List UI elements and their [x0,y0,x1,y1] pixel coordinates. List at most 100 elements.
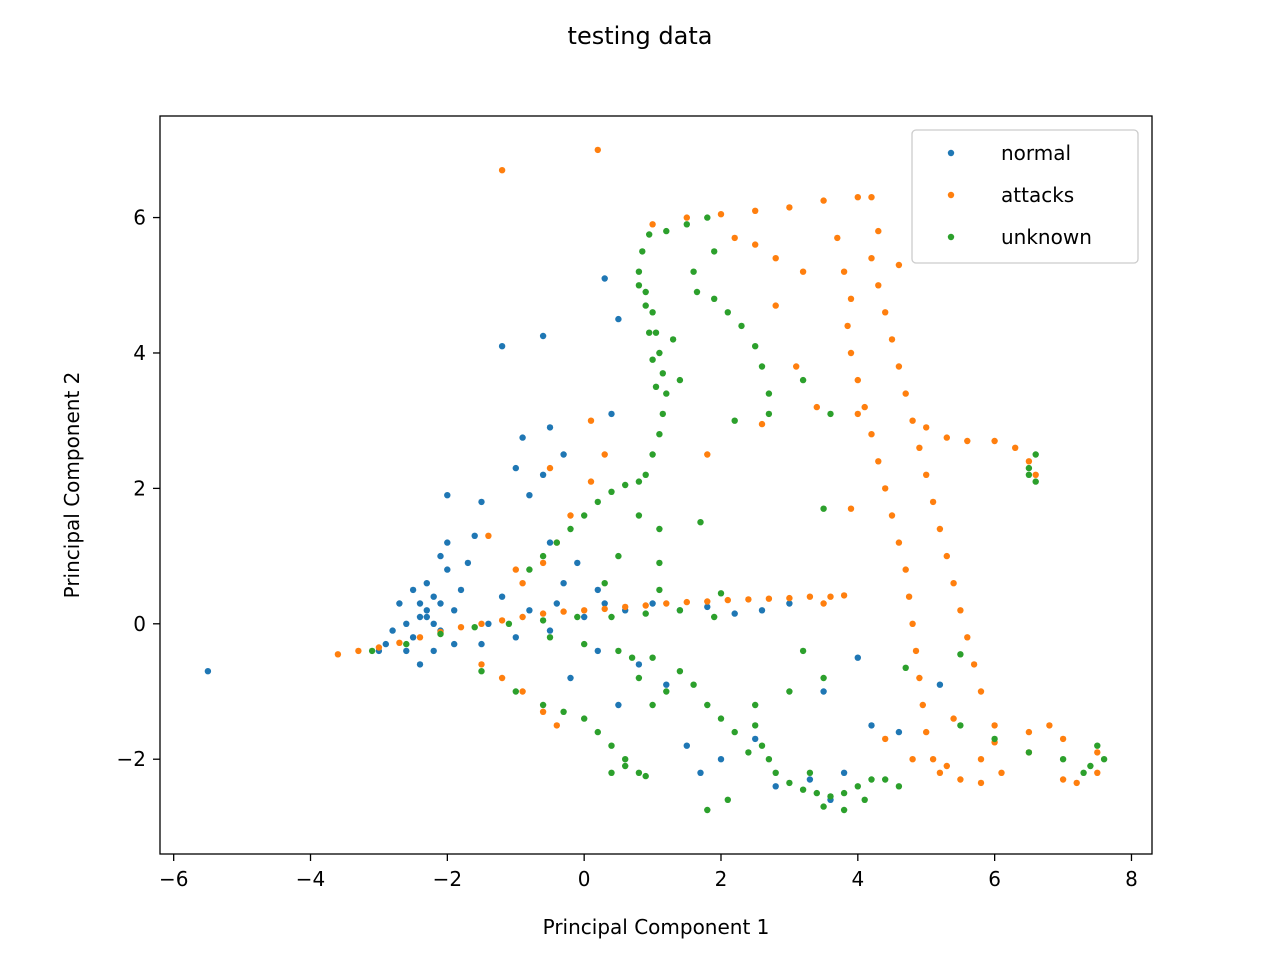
point-attacks [704,598,711,605]
point-unknown [1025,464,1033,472]
point-attacks [868,255,875,262]
point-normal [478,498,485,506]
point-unknown [1059,756,1067,763]
point-normal [731,610,738,617]
point-normal [649,600,656,607]
point-unknown [820,505,827,512]
point-unknown [615,552,622,560]
point-unknown [868,776,875,783]
point-attacks [539,708,547,715]
point-unknown [622,762,629,770]
point-normal [403,647,410,655]
point-normal [560,580,567,587]
point-unknown [840,806,848,814]
point-unknown [731,417,738,424]
point-attacks [957,607,964,614]
point-unknown [758,363,766,370]
y-tick-label: 4 [133,341,146,365]
point-unknown [652,383,660,390]
point-unknown [827,793,834,800]
point-unknown [635,674,643,682]
point-attacks [882,309,889,316]
point-unknown [656,349,663,357]
point-attacks [601,451,608,458]
point-attacks [936,525,944,533]
point-attacks [902,390,909,397]
point-unknown [539,617,547,624]
point-unknown [991,735,998,743]
point-unknown [697,519,704,526]
point-unknown [1087,762,1094,770]
point-attacks [916,674,923,682]
point-normal [485,620,492,627]
point-unknown [704,806,711,814]
point-attacks [622,603,629,611]
point-unknown [840,789,848,797]
point-attacks [840,268,848,275]
point-attacks [991,437,998,445]
x-tick-label: 6 [988,867,1001,891]
point-attacks [498,674,506,682]
point-normal [574,559,581,567]
point-attacks [512,566,519,573]
point-attacks [964,437,971,445]
point-normal [895,728,903,736]
point-attacks [902,566,909,573]
point-attacks [519,688,526,695]
x-tick-label: 0 [578,867,591,891]
point-attacks [875,227,882,235]
x-tick-label: −4 [296,867,325,891]
point-unknown [656,559,663,567]
point-attacks [1059,735,1067,743]
point-normal [444,492,451,499]
point-attacks [375,644,383,651]
point-attacks [1073,779,1080,787]
point-normal [444,566,451,573]
series-unknown [368,214,1108,814]
point-attacks [970,661,978,668]
point-unknown [765,756,773,763]
point-attacks [929,756,937,763]
chart-title: testing data [568,22,713,50]
point-normal [663,681,670,688]
point-unknown [659,370,666,377]
point-attacks [594,146,601,154]
y-tick-label: 0 [133,612,146,636]
point-unknown [861,796,868,803]
point-unknown [646,329,653,336]
point-normal [786,600,793,607]
point-attacks [457,624,465,631]
point-unknown [683,221,690,228]
point-attacks [752,207,759,214]
point-unknown [553,539,560,546]
point-attacks [396,639,403,646]
point-unknown [786,779,793,787]
point-unknown [1025,471,1033,478]
point-unknown [676,376,684,384]
x-tick-label: 8 [1125,867,1138,891]
point-normal [615,701,622,709]
point-attacks [799,268,807,275]
point-normal [546,539,554,546]
point-unknown [539,701,547,709]
point-unknown [752,343,759,350]
point-attacks [916,444,923,451]
point-unknown [652,329,660,336]
point-normal [409,634,417,641]
point-normal [204,668,212,675]
point-normal [553,600,560,607]
point-unknown [546,634,554,641]
point-attacks [772,302,779,309]
point-unknown [526,566,533,573]
point-attacks [943,762,950,770]
point-normal [512,634,519,641]
point-unknown [786,688,793,695]
point-attacks [752,241,759,248]
point-unknown [663,688,670,695]
point-normal [498,593,506,600]
point-unknown [635,769,643,776]
point-unknown [1025,749,1033,756]
point-unknown [581,715,588,722]
point-normal [430,620,437,627]
